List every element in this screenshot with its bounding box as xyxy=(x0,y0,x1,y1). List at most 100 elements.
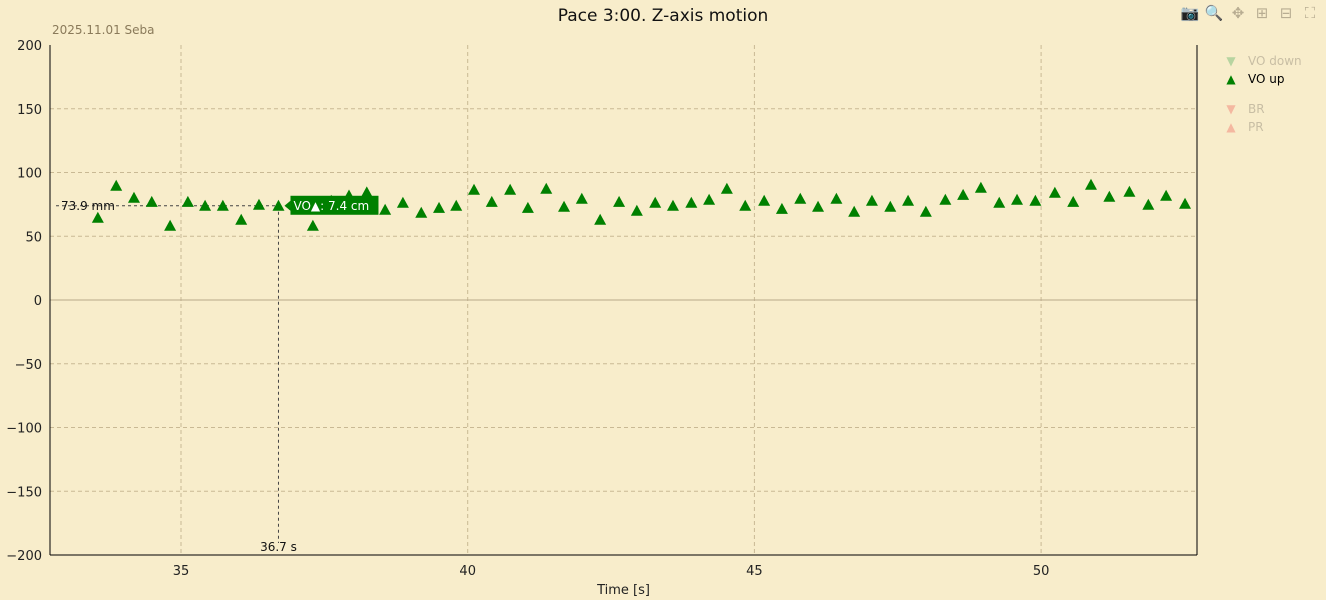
legend-item-pr[interactable]: ▲ PR xyxy=(1220,118,1302,136)
data-point-triangle xyxy=(1103,190,1116,202)
data-point-triangle xyxy=(145,195,158,207)
data-point-triangle xyxy=(812,200,825,212)
hover-x-label: 36.7 s xyxy=(260,540,297,554)
zoom-in-icon[interactable]: ⊞ xyxy=(1255,4,1269,22)
data-point-triangle xyxy=(830,192,843,204)
data-point-triangle xyxy=(558,200,571,212)
data-point-triangle xyxy=(1029,194,1042,206)
chart-title: Pace 3:00. Z-axis motion xyxy=(557,6,769,26)
legend-item-br[interactable]: ▼ BR xyxy=(1220,100,1302,118)
y-tick-label: −150 xyxy=(6,485,42,500)
data-point-triangle xyxy=(485,195,498,207)
triangle-up-icon: ▲ xyxy=(1226,72,1236,86)
data-point-triangle xyxy=(252,198,265,210)
data-point-triangle xyxy=(396,196,409,208)
data-point-triangle xyxy=(1067,195,1080,207)
data-point-triangle xyxy=(794,192,807,204)
data-point-triangle xyxy=(504,183,517,195)
data-point-triangle xyxy=(865,194,878,206)
triangle-up-icon: ▲ xyxy=(1226,120,1236,134)
pan-icon[interactable]: ✥ xyxy=(1231,4,1245,22)
data-point-triangle xyxy=(181,195,194,207)
data-point-triangle xyxy=(1160,189,1173,201)
y-tick-label: 50 xyxy=(25,230,42,245)
y-tick-label: 0 xyxy=(34,294,42,309)
data-point-triangle xyxy=(649,196,662,208)
data-point-triangle xyxy=(575,192,588,204)
y-tick-label: −50 xyxy=(15,358,42,373)
data-point-triangle xyxy=(630,204,643,216)
y-tick-label: 200 xyxy=(17,39,42,54)
legend-label: VO down xyxy=(1248,54,1302,68)
hover-tooltip-box xyxy=(290,195,379,215)
data-point-triangle xyxy=(379,203,392,215)
y-tick-label: 100 xyxy=(17,167,42,182)
data-point-triangle xyxy=(110,179,123,191)
data-point-triangle xyxy=(1142,198,1155,210)
x-tick-label: 40 xyxy=(459,564,476,579)
data-point-triangle xyxy=(902,194,915,206)
legend: ▼ VO down ▲ VO up ▼ BR ▲ PR xyxy=(1220,52,1302,136)
data-point-triangle xyxy=(272,199,285,211)
zoom-out-icon[interactable]: ⊟ xyxy=(1279,4,1293,22)
data-point-triangle xyxy=(884,200,897,212)
hover-y-label: 73.9 mm xyxy=(61,199,115,213)
x-axis-title: Time [s] xyxy=(596,583,650,598)
data-point-triangle xyxy=(360,186,373,198)
autoscale-icon[interactable]: ⛶ xyxy=(1304,4,1316,22)
data-point-triangle xyxy=(739,199,752,211)
triangle-down-icon: ▼ xyxy=(1226,54,1236,68)
data-point-triangle xyxy=(1123,185,1136,197)
x-tick-label: 35 xyxy=(173,564,190,579)
data-point-triangle xyxy=(306,219,319,231)
data-point-triangle xyxy=(685,196,698,208)
data-point-triangle xyxy=(993,196,1006,208)
hover-tooltip-pointer xyxy=(284,200,291,211)
data-point-triangle xyxy=(1179,197,1192,209)
modebar: 📷 🔍 ✥ ⊞ ⊟ ⛶ xyxy=(1180,4,1320,22)
data-point-triangle xyxy=(164,219,177,231)
data-point-triangle xyxy=(433,201,446,213)
x-tick-label: 45 xyxy=(746,564,763,579)
hover-tooltip-text: VO▲: 7.4 cm xyxy=(293,199,369,213)
data-point-triangle xyxy=(939,193,952,205)
data-point-triangle xyxy=(468,183,481,195)
y-tick-label: 150 xyxy=(17,103,42,118)
data-point-triangle xyxy=(848,205,861,217)
data-point-triangle xyxy=(450,199,463,211)
data-point-triangle xyxy=(199,199,212,211)
data-point-triangle xyxy=(91,211,104,223)
data-point-triangle xyxy=(613,195,626,207)
data-point-triangle xyxy=(235,213,248,225)
data-point-triangle xyxy=(1048,186,1061,198)
data-point-triangle xyxy=(919,205,932,217)
data-point-triangle xyxy=(521,201,534,213)
y-tick-label: −200 xyxy=(6,549,42,564)
data-point-triangle xyxy=(127,191,140,203)
data-point-triangle xyxy=(216,199,229,211)
legend-label: BR xyxy=(1248,102,1265,116)
data-point-triangle xyxy=(666,199,679,211)
zoom-icon[interactable]: 🔍 xyxy=(1204,4,1224,22)
legend-item-vo-up[interactable]: ▲ VO up xyxy=(1220,70,1302,88)
triangle-down-icon: ▼ xyxy=(1226,102,1236,116)
data-point-triangle xyxy=(957,188,970,200)
y-tick-label: −100 xyxy=(6,422,42,437)
legend-label: VO up xyxy=(1248,72,1285,86)
data-point-triangle xyxy=(775,202,788,214)
legend-label: PR xyxy=(1248,120,1264,134)
chart-subtitle: 2025.11.01 Seba xyxy=(52,23,155,37)
data-point-triangle xyxy=(974,181,987,193)
x-tick-label: 50 xyxy=(1033,564,1050,579)
data-point-triangle xyxy=(540,182,553,194)
data-point-triangle xyxy=(1011,193,1024,205)
data-point-triangle xyxy=(1084,178,1097,190)
legend-item-vo-down[interactable]: ▼ VO down xyxy=(1220,52,1302,70)
data-point-triangle xyxy=(720,182,733,194)
data-point-triangle xyxy=(594,213,607,225)
camera-icon[interactable]: 📷 xyxy=(1180,4,1200,22)
data-point-triangle xyxy=(703,193,716,205)
data-point-triangle xyxy=(758,194,771,206)
data-point-triangle xyxy=(415,206,428,218)
